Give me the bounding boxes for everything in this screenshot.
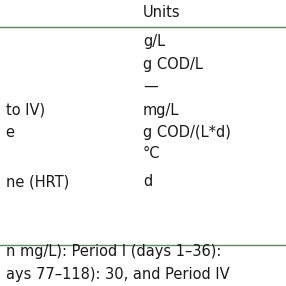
Text: —: — [143, 78, 158, 93]
Text: n mg/L): Period I (days 1–36):: n mg/L): Period I (days 1–36): [6, 244, 221, 259]
Text: °C: °C [143, 146, 160, 160]
Text: ne (HRT): ne (HRT) [6, 174, 69, 189]
Text: g/L: g/L [143, 34, 165, 49]
Text: to IV): to IV) [6, 103, 45, 118]
Text: Units: Units [143, 5, 181, 20]
Text: mg/L: mg/L [143, 103, 179, 118]
Text: d: d [143, 174, 152, 189]
Text: g COD/(L*d): g COD/(L*d) [143, 126, 231, 140]
Text: e: e [6, 126, 15, 140]
Text: ays 77–118): 30, and Period IV: ays 77–118): 30, and Period IV [6, 267, 229, 282]
Text: g COD/L: g COD/L [143, 57, 203, 72]
